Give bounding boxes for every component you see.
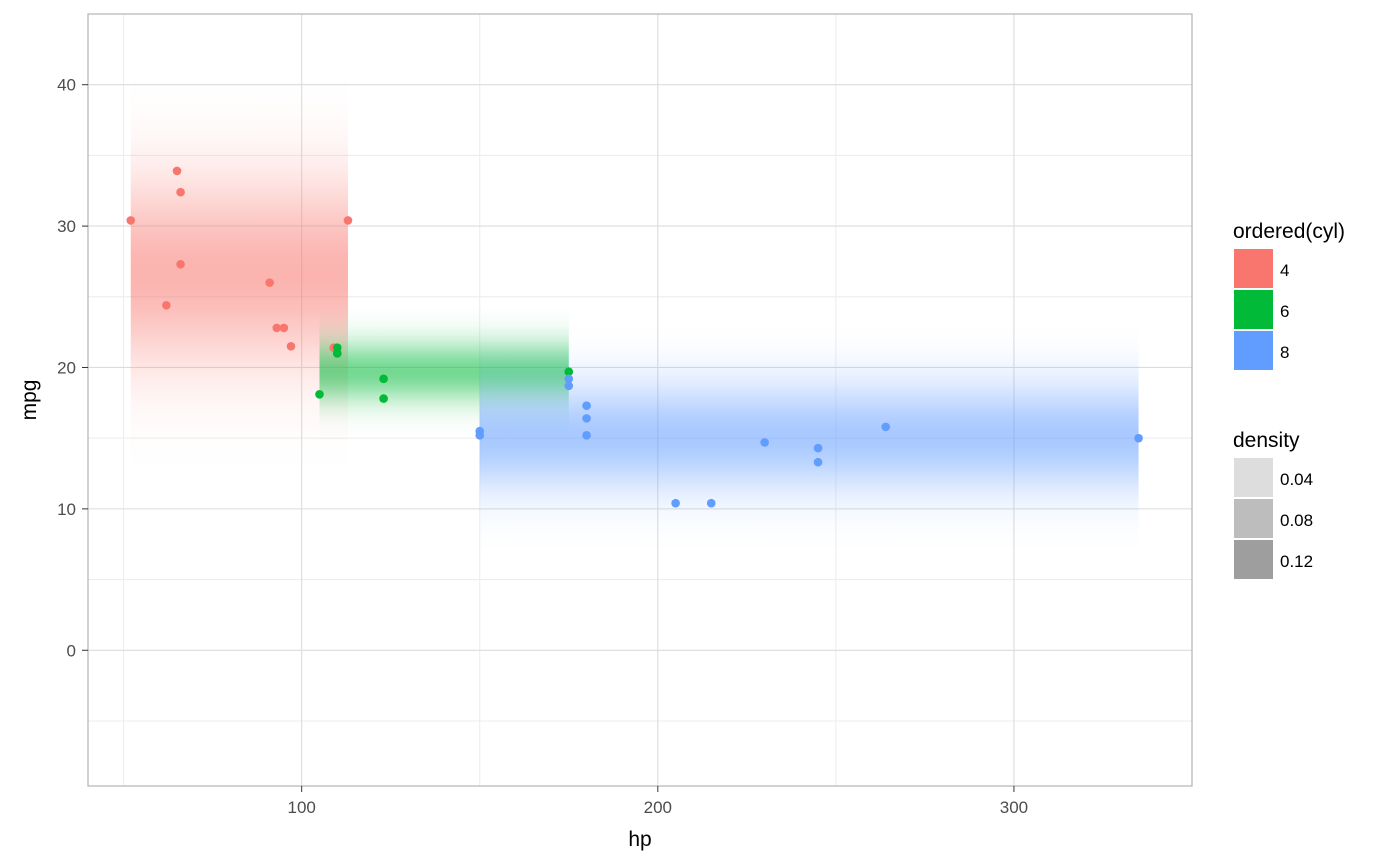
point-cyl-8: [813, 443, 823, 453]
legend-color: ordered(cyl) 4 6 8: [1233, 220, 1345, 370]
legend-color-title: ordered(cyl): [1233, 220, 1345, 243]
x-tick-label: 100: [287, 798, 315, 817]
y-axis-title: mpg: [18, 380, 41, 421]
legend-label-cyl: 6: [1280, 302, 1289, 321]
y-tick-label: 40: [57, 76, 76, 95]
point-cyl-4: [176, 187, 185, 197]
point-cyl-4: [279, 323, 289, 333]
point-cyl-4: [265, 278, 274, 287]
legend-key-cyl-4: [1234, 249, 1273, 288]
y-tick-label: 10: [57, 500, 76, 519]
legend-key-cyl-8: [1234, 331, 1273, 370]
point-cyl-6: [564, 367, 574, 377]
point-cyl-8: [671, 498, 680, 508]
point-cyl-6: [315, 390, 324, 399]
x-tick-label: 200: [644, 798, 672, 817]
y-tick-label: 20: [57, 358, 76, 377]
point-cyl-4: [272, 323, 282, 333]
legend-label-density: 0.08: [1280, 511, 1313, 530]
point-cyl-8: [813, 457, 823, 467]
point-cyl-6: [379, 374, 388, 384]
y-axis-ticks: 0 10 20 30 40: [57, 76, 88, 660]
point-cyl-4: [343, 216, 353, 225]
legend-key-cyl-6: [1234, 290, 1273, 329]
point-cyl-4: [172, 166, 182, 176]
y-tick-label: 0: [67, 641, 76, 660]
panel-border: [87, 13, 1193, 787]
x-axis-ticks: 100 200 300: [287, 786, 1028, 817]
x-axis-title: hp: [628, 828, 651, 851]
legend-density: density 0.04 0.08 0.12: [1233, 429, 1313, 579]
density-layer: [130, 81, 1139, 548]
point-cyl-8: [881, 422, 891, 432]
density-band-4: [130, 81, 348, 464]
legend-label-cyl: 4: [1280, 261, 1289, 280]
legend-label-density: 0.04: [1280, 470, 1313, 489]
legend-key-density: [1234, 458, 1273, 497]
legend-label-cyl: 8: [1280, 343, 1289, 362]
point-cyl-8: [760, 438, 769, 447]
point-cyl-6: [379, 394, 388, 403]
point-cyl-8: [706, 498, 716, 508]
point-cyl-8: [582, 431, 591, 440]
point-cyl-8: [582, 401, 591, 410]
legend-label-density: 0.12: [1280, 552, 1313, 571]
point-cyl-4: [286, 341, 296, 351]
point-cyl-4: [126, 216, 136, 225]
point-cyl-8: [564, 374, 574, 384]
density-band-8: [479, 326, 1139, 548]
point-cyl-6: [332, 343, 342, 352]
y-tick-label: 30: [57, 217, 76, 236]
legend-density-title: density: [1233, 429, 1300, 452]
point-cyl-8: [1134, 433, 1143, 443]
point-cyl-4: [162, 300, 171, 310]
points-layer: [126, 166, 1143, 508]
legend-key-density: [1234, 499, 1273, 538]
point-cyl-8: [582, 414, 591, 423]
point-cyl-4: [176, 259, 185, 269]
x-tick-label: 300: [1000, 798, 1028, 817]
point-cyl-8: [564, 381, 574, 391]
point-cyl-8: [475, 431, 485, 440]
legend-key-density: [1234, 540, 1273, 579]
